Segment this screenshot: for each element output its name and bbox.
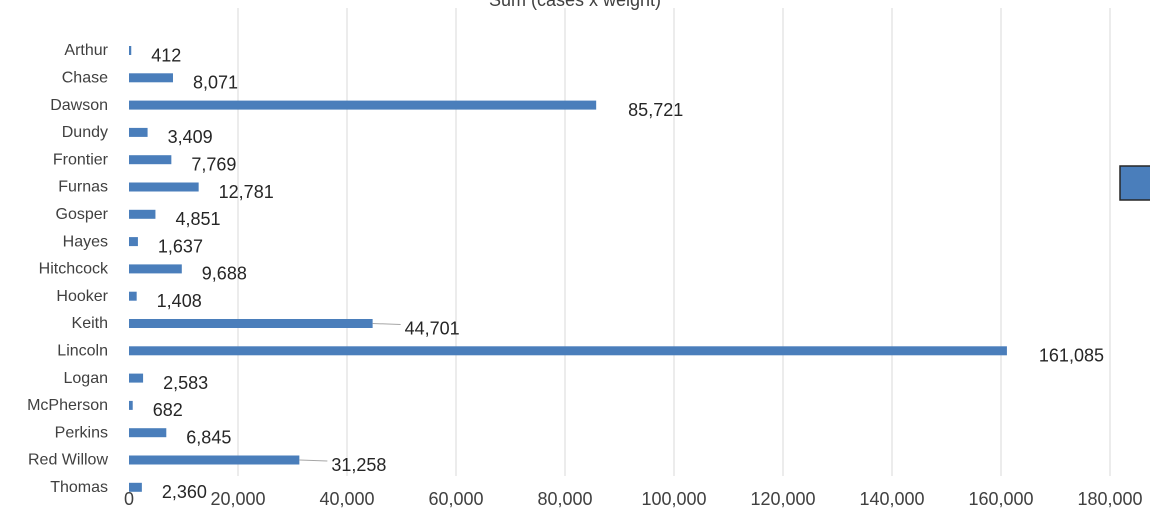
category-label-chase: Chase <box>62 70 108 87</box>
category-label-logan: Logan <box>64 370 109 387</box>
bar-dundy <box>129 127 148 137</box>
data-label-hitchcock: 9,688 <box>202 264 247 284</box>
bar-frontier <box>129 155 172 165</box>
data-label-perkins: 6,845 <box>186 427 231 447</box>
x-tick-label-60000: 60,000 <box>428 489 483 509</box>
bar-mcpherson <box>129 400 133 410</box>
x-tick-label-40000: 40,000 <box>319 489 374 509</box>
x-tick-label-120000: 120,000 <box>750 489 815 509</box>
data-labels: 412 8,071 85,721 3,409 7,769 12,781 4,851 1,637… <box>151 45 1104 502</box>
data-label-keith: 44,701 <box>405 318 460 338</box>
leader-line-keith <box>372 323 401 325</box>
data-label-mcpherson: 682 <box>153 400 183 420</box>
bar-perkins <box>129 428 167 438</box>
category-label-hooker: Hooker <box>56 288 108 305</box>
bar-keith <box>129 319 373 328</box>
data-label-hooker: 1,408 <box>157 291 202 311</box>
category-label-dawson: Dawson <box>50 97 108 114</box>
x-tick-label-180000: 180,000 <box>1077 489 1142 509</box>
bars <box>129 46 1007 492</box>
category-label-red-willow: Red Willow <box>28 452 108 469</box>
category-label-hitchcock: Hitchcock <box>39 261 109 278</box>
category-label-perkins: Perkins <box>55 424 108 441</box>
category-label-furnas: Furnas <box>58 179 108 196</box>
category-label-dundy: Dundy <box>62 124 108 141</box>
bar-hitchcock <box>129 264 182 274</box>
category-label-lincoln: Lincoln <box>57 343 108 360</box>
chart-title: Sum (cases x weight) <box>489 0 661 10</box>
data-label-arthur: 412 <box>151 45 181 65</box>
data-label-chase: 8,071 <box>193 73 238 93</box>
x-tick-label-0: 0 <box>124 489 134 509</box>
data-label-thomas: 2,360 <box>162 482 207 502</box>
category-labels: Arthur Chase Dawson Dundy Frontier Furnas Gosp… <box>27 42 109 496</box>
data-label-red-willow: 31,258 <box>331 455 386 475</box>
data-label-furnas: 12,781 <box>219 182 274 202</box>
leader-line-red-willow <box>299 459 328 462</box>
bar-logan <box>129 373 144 383</box>
bar-hayes <box>129 237 138 247</box>
x-tick-label-20000: 20,000 <box>210 489 265 509</box>
data-label-dawson: 85,721 <box>628 100 683 120</box>
x-tick-label-100000: 100,000 <box>641 489 706 509</box>
x-tick-label-160000: 160,000 <box>968 489 1033 509</box>
bar-furnas <box>129 182 199 192</box>
x-axis-tick-labels: 0 20,000 40,000 60,000 80,000 100,000 120,000 1… <box>124 489 1143 509</box>
x-tick-label-140000: 140,000 <box>859 489 924 509</box>
data-label-logan: 2,583 <box>163 373 208 393</box>
bar-dawson <box>129 100 597 110</box>
bar-red-willow <box>129 455 300 465</box>
category-label-thomas: Thomas <box>50 479 108 496</box>
category-label-gosper: Gosper <box>56 206 109 223</box>
data-label-hayes: 1,637 <box>158 236 203 256</box>
bar-arthur <box>129 46 132 55</box>
category-label-hayes: Hayes <box>63 233 108 250</box>
category-label-keith: Keith <box>72 315 108 332</box>
bar-gosper <box>129 209 156 219</box>
bar-chase <box>129 73 173 83</box>
x-tick-label-80000: 80,000 <box>537 489 592 509</box>
bar-hooker <box>129 291 137 301</box>
legend-swatch <box>1119 165 1150 201</box>
data-label-gosper: 4,851 <box>175 209 220 229</box>
bar-thomas <box>129 482 142 492</box>
data-label-dundy: 3,409 <box>168 127 213 147</box>
category-label-arthur: Arthur <box>64 42 108 59</box>
category-label-mcpherson: McPherson <box>27 397 108 414</box>
category-label-frontier: Frontier <box>53 151 109 168</box>
data-label-frontier: 7,769 <box>191 154 236 174</box>
bar-lincoln <box>129 346 1007 356</box>
data-label-lincoln: 161,085 <box>1039 346 1104 366</box>
grid-lines <box>237 8 1111 476</box>
